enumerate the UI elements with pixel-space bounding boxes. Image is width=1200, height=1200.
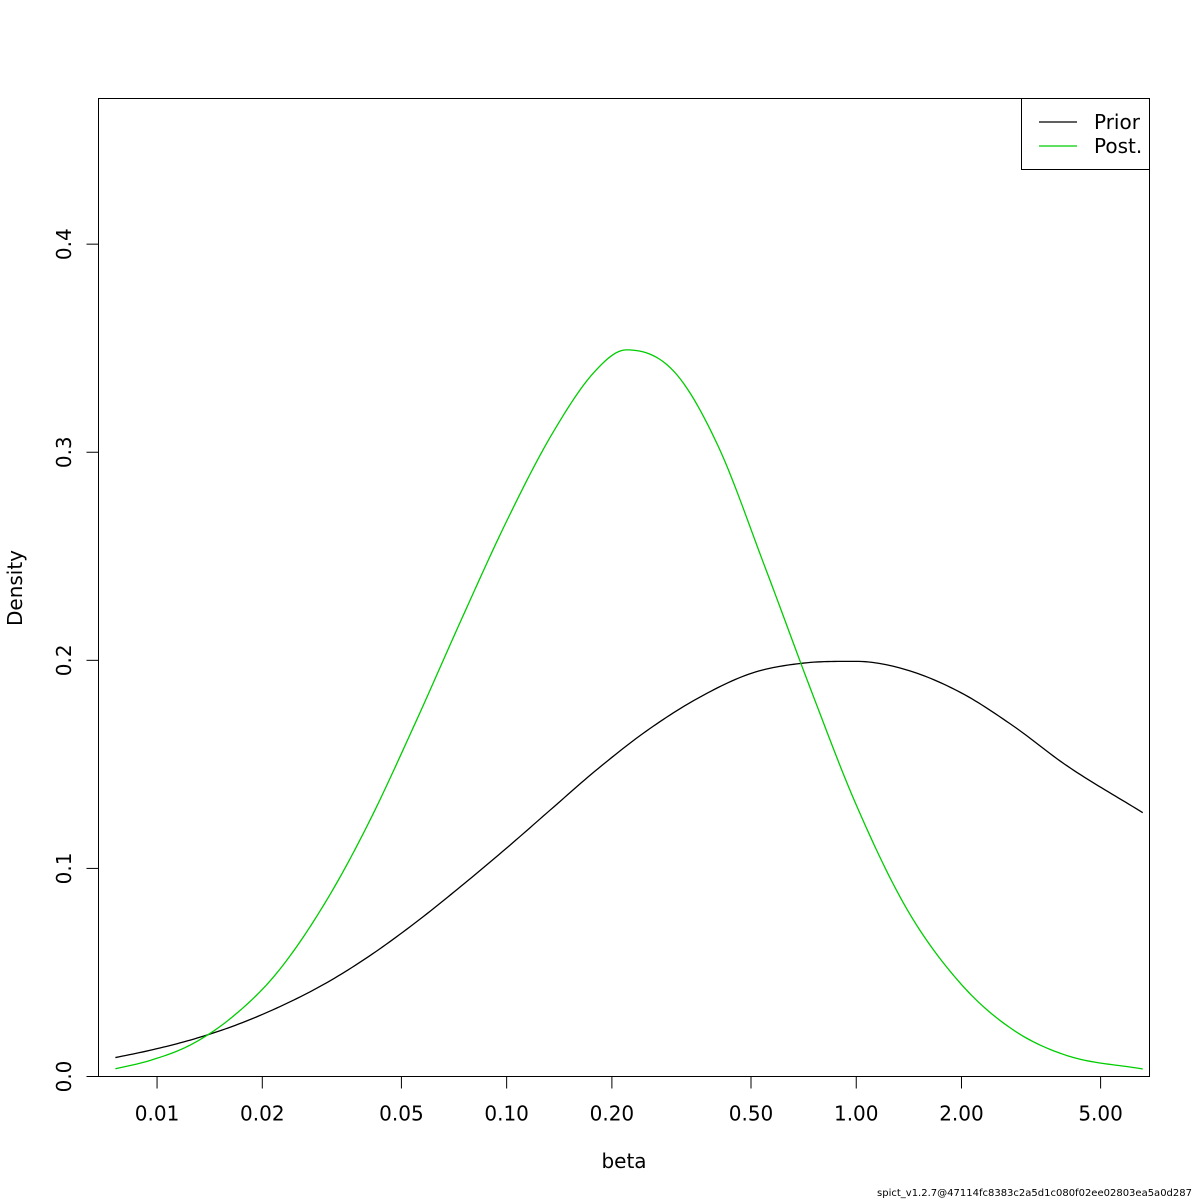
y-tick-label: 0.0 [52, 1061, 76, 1093]
x-tick-label: 5.00 [1078, 1102, 1123, 1126]
x-tick-label: 1.00 [834, 1102, 879, 1126]
y-tick-label: 0.3 [52, 436, 76, 468]
legend-label-post: Post. [1094, 134, 1142, 158]
x-tick-label: 0.01 [135, 1102, 180, 1126]
x-axis-title: beta [601, 1149, 646, 1173]
legend-label-prior: Prior [1094, 110, 1141, 134]
legend-box [1021, 98, 1150, 170]
y-tick-label: 0.2 [52, 644, 76, 676]
y-axis: 0.0 0.1 0.2 0.3 0.4 [52, 228, 99, 1092]
y-tick-label: 0.1 [52, 853, 76, 885]
version-footer: spict_v1.2.7@47114fc8383c2a5d1c080f02ee0… [877, 1188, 1192, 1199]
y-axis-title: Density [3, 550, 27, 626]
x-tick-label: 0.05 [379, 1102, 424, 1126]
x-tick-label: 0.10 [484, 1102, 529, 1126]
x-axis: 0.01 0.02 0.05 0.10 0.20 0.50 1.00 2.00 5.00 [135, 1076, 1123, 1126]
x-tick-label: 0.50 [729, 1102, 774, 1126]
series-line-prior [115, 660, 1144, 1059]
series-layer [115, 349, 1144, 1070]
x-tick-label: 0.02 [240, 1102, 285, 1126]
y-tick-label: 0.4 [52, 228, 76, 260]
x-tick-label: 0.20 [590, 1102, 635, 1126]
legend: Prior Post. [1021, 98, 1150, 170]
x-tick-label: 2.00 [939, 1102, 984, 1126]
series-line-post [115, 349, 1143, 1070]
